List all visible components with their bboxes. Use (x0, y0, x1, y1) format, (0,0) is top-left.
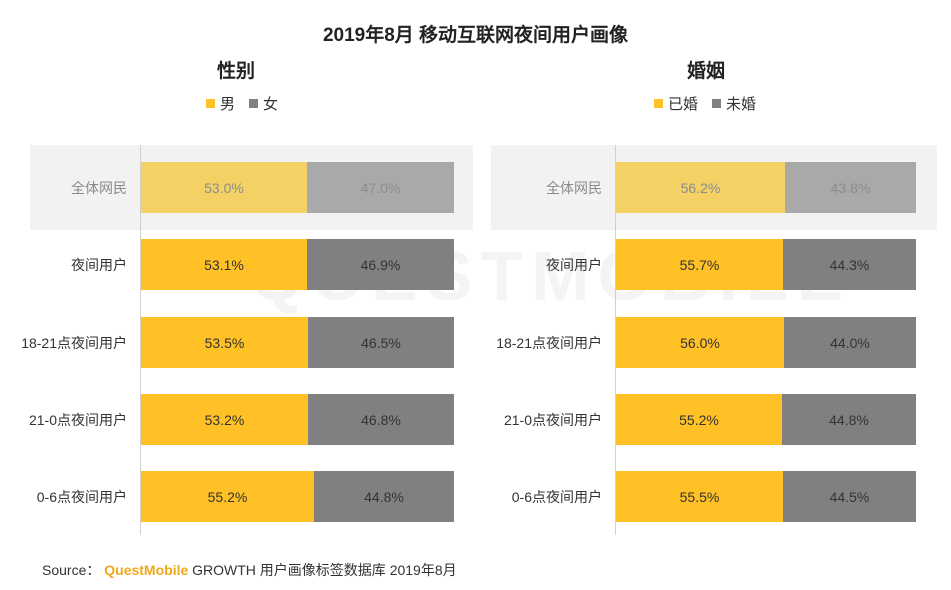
category-label-marriage: 21-0点夜间用户 (503, 411, 602, 428)
data-label-marriage-s0: 56.0% (616, 317, 784, 368)
category-label-gender: 全体网民 (71, 179, 127, 196)
legend-gender: 男 女 (206, 93, 278, 114)
data-label-marriage-s1: 44.3% (783, 239, 916, 290)
legend-swatch-male (206, 99, 215, 108)
category-label-marriage: 0-6点夜间用户 (511, 488, 602, 505)
legend-swatch-female (249, 99, 259, 108)
data-label-marriage-s1: 44.0% (784, 317, 916, 368)
data-label-marriage-s0: 55.5% (616, 471, 783, 522)
category-label-gender: 18-21点夜间用户 (21, 334, 127, 351)
data-label-gender-s0: 53.1% (141, 239, 307, 290)
data-label-gender-s1: 46.8% (308, 394, 454, 445)
source-brand: QuestMobile (104, 562, 189, 578)
legend-label-male: 男 (220, 96, 236, 113)
data-label-gender-s0: 53.5% (141, 317, 308, 368)
data-label-gender-s1: 44.8% (314, 471, 454, 522)
category-label-gender: 21-0点夜间用户 (28, 411, 127, 428)
data-label-gender-s0: 53.0% (141, 162, 307, 213)
category-label-marriage: 18-21点夜间用户 (496, 334, 602, 351)
category-label-gender: 0-6点夜间用户 (36, 488, 127, 505)
chart-title: 2019年8月 移动互联网夜间用户画像 (322, 25, 629, 46)
legend-label-female: 女 (263, 96, 279, 113)
data-label-marriage-s0: 55.2% (616, 394, 782, 445)
data-label-gender-s1: 46.5% (308, 317, 454, 368)
legend-label-unmarried: 未婚 (726, 96, 757, 113)
legend-swatch-unmarried (712, 99, 722, 108)
legend-swatch-married (654, 99, 663, 108)
data-label-marriage-s1: 44.8% (782, 394, 916, 445)
category-label-marriage: 全体网民 (546, 179, 602, 196)
panel-title-marriage: 婚姻 (686, 61, 725, 82)
legend-item-unmarried: 未婚 (712, 93, 756, 114)
category-label-marriage: 夜间用户 (546, 256, 602, 273)
legend-item-married: 已婚 (654, 93, 698, 114)
legend-item-male: 男 (206, 93, 235, 114)
data-label-gender-s0: 55.2% (141, 471, 314, 522)
data-label-gender-s1: 46.9% (307, 239, 454, 290)
data-label-marriage-s1: 43.8% (785, 162, 916, 213)
category-label-gender: 夜间用户 (71, 256, 127, 273)
data-label-gender-s1: 47.0% (307, 162, 454, 213)
legend-item-female: 女 (249, 93, 278, 114)
axis-line-gender (140, 145, 141, 535)
axis-line-marriage (615, 145, 616, 535)
source-suffix: GROWTH 用户画像标签数据库 2019年8月 (192, 562, 457, 578)
data-label-marriage-s0: 56.2% (616, 162, 785, 213)
data-label-marriage-s1: 44.5% (783, 471, 916, 522)
source-prefix: Source： (42, 562, 101, 578)
panel-title-gender: 性别 (216, 61, 255, 82)
legend-label-married: 已婚 (668, 96, 699, 113)
legend-marriage: 已婚 未婚 (654, 93, 756, 114)
data-label-marriage-s0: 55.7% (616, 239, 783, 290)
data-label-gender-s0: 53.2% (141, 394, 308, 445)
source-note: Source： QuestMobile GROWTH 用户画像标签数据库 201… (42, 560, 457, 580)
